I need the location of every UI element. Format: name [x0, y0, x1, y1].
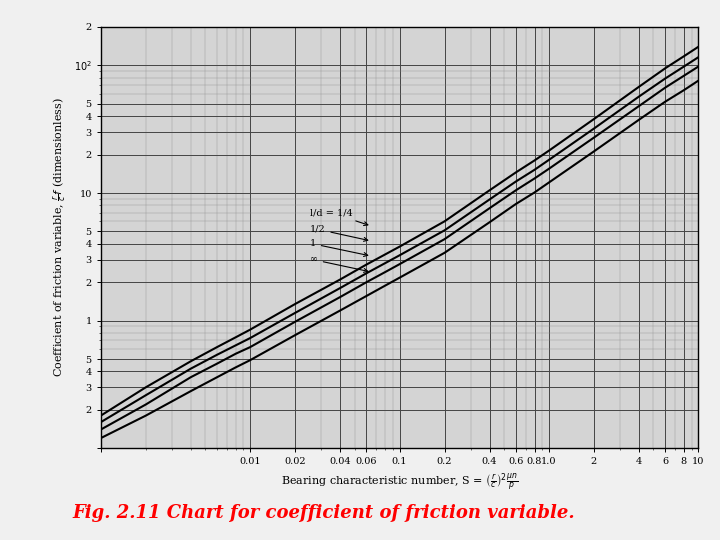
Text: ∞: ∞	[310, 255, 368, 272]
X-axis label: Bearing characteristic number, S = $\left(\frac{r}{c}\right)^2 \frac{\mu n}{p}$: Bearing characteristic number, S = $\lef…	[281, 472, 518, 493]
Text: Fig. 2.11 Chart for coefficient of friction variable.: Fig. 2.11 Chart for coefficient of frict…	[72, 504, 575, 522]
Text: 1/2: 1/2	[310, 225, 368, 241]
Y-axis label: Coefficient of friction variable, $\frac{r}{c} f$ (dimensionless): Coefficient of friction variable, $\frac…	[51, 98, 68, 377]
Text: 1: 1	[310, 239, 368, 256]
Text: l/d = 1/4: l/d = 1/4	[310, 208, 368, 226]
